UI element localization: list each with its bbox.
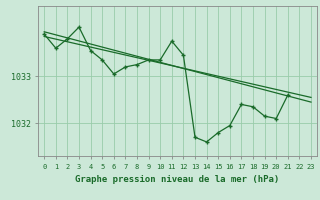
X-axis label: Graphe pression niveau de la mer (hPa): Graphe pression niveau de la mer (hPa) [76, 175, 280, 184]
